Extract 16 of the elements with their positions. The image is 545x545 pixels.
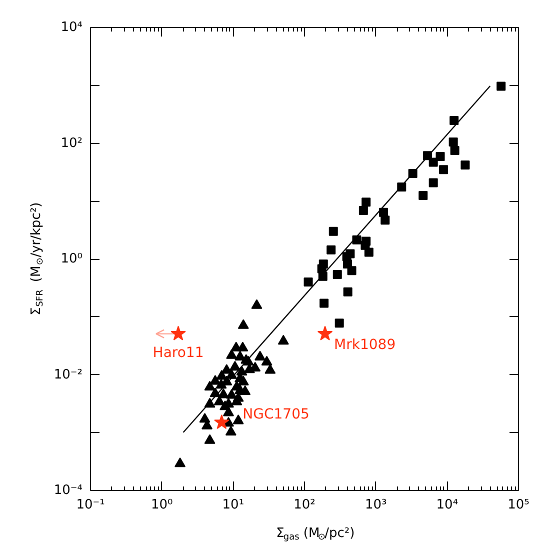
x-tick-label: 10⁴ [436,498,458,512]
x-tick-label: 10⁰ [150,498,173,512]
y-axis-title: ΣSFR (M⊙/yr/kpc²) [29,202,46,316]
annotation: NGC1705 [242,406,310,422]
y-tick-label: 10² [60,136,83,151]
y-tick-label: 10⁻⁴ [54,483,83,498]
x-tick-label: 10⁵ [508,498,530,512]
annotation: Haro11 [152,344,204,361]
x-tick-label: 10³ [364,498,387,512]
x-tick-label: 10⁻¹ [76,498,105,512]
y-tick-label: 10⁻² [54,367,83,382]
x-tick-label: 10² [294,498,316,512]
annotation: Mrk1089 [334,336,396,353]
x-tick-label: 10¹ [222,498,244,512]
y-tick-label: 10⁴ [60,20,83,35]
y-tick-label: 10⁰ [60,252,83,266]
